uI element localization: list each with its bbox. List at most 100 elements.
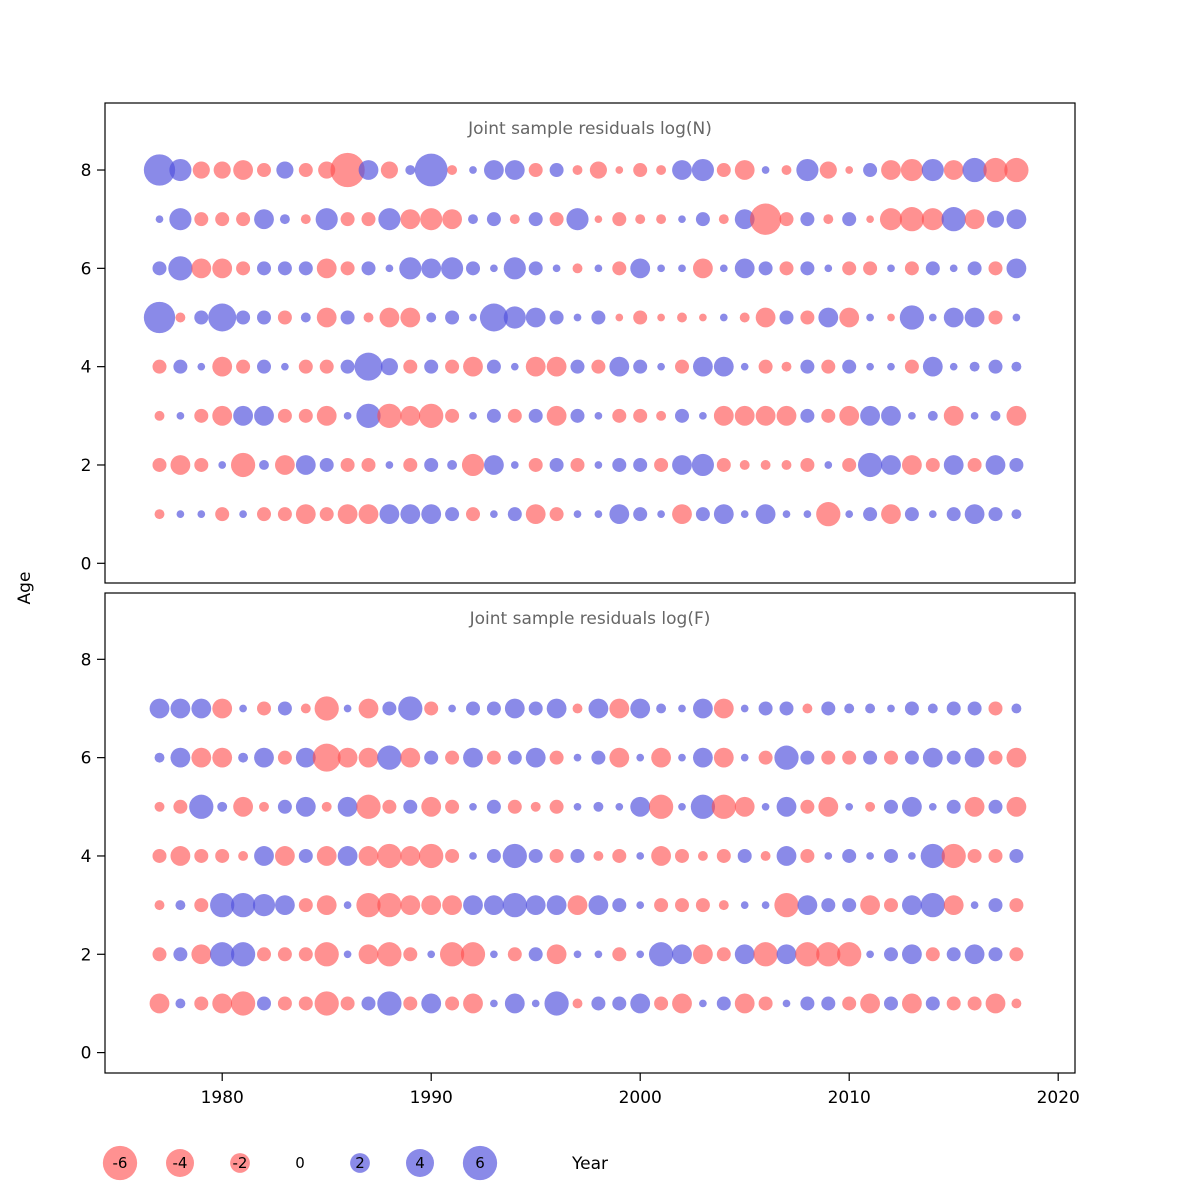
residual-bubble [469,166,477,174]
residual-bubble [927,703,938,714]
residual-bubble [213,161,231,179]
residual-bubble [379,307,400,328]
residual-bubble [461,453,485,477]
residual-bubble [1012,313,1021,322]
residual-bubble [755,307,776,328]
residual-bubble [400,307,421,328]
legend-value-label: 2 [355,1154,365,1172]
legend-positive-bubble [462,1145,498,1181]
residual-bubble [445,359,460,374]
residual-bubble [380,161,398,179]
residual-bubble [194,848,209,863]
residual-bubble [1004,157,1029,183]
residual-bubble [567,895,588,916]
residual-bubble [675,848,689,863]
residual-bubble [510,461,519,469]
y-tick-label: 0 [81,554,92,574]
residual-bubble [718,214,729,225]
residual-bubble [842,359,857,374]
residual-bubble [298,359,313,374]
residual-bubble [821,996,836,1011]
residual-bubble [316,307,337,328]
residual-bubble [463,747,483,768]
residual-bubble [800,457,815,472]
residual-bubble [330,152,365,188]
residual-bubble [734,160,755,180]
residual-bubble [525,356,546,377]
residual-bubble [1006,796,1027,817]
residual-bubble [528,261,543,276]
residual-bubble [486,359,501,374]
residual-bubble [860,993,880,1014]
residual-bubble [753,942,778,967]
y-tick-label: 6 [81,749,92,769]
residual-bubble [337,846,358,866]
residual-bubble [507,408,522,423]
residual-bubble [904,261,919,276]
residual-bubble [252,894,276,917]
residual-bubble [630,258,651,279]
residual-bubble [502,892,527,918]
residual-bubble [591,359,606,374]
residual-bubble [316,846,337,866]
residual-bubble [1009,848,1024,863]
residual-bubble [657,362,665,371]
residual-bubble [315,208,338,231]
residual-bubble [546,944,567,965]
residual-bubble [928,510,937,518]
residual-bubble [925,947,940,962]
residual-bubble [572,263,583,274]
residual-bubble [486,750,501,765]
residual-bubble [377,991,402,1016]
residual-bubble [259,460,269,470]
residual-bubble [633,457,648,472]
residual-bubble [902,993,922,1014]
residual-bubble [377,403,402,428]
residual-bubble [881,455,901,475]
residual-bubble [758,359,773,374]
y-tick-label: 6 [81,259,92,279]
residual-bubble [842,212,857,227]
residual-bubble [800,212,815,227]
residual-bubble [154,752,165,763]
residual-bubble [447,165,458,175]
residual-bubble [236,261,251,276]
legend-negative-bubble [230,1153,250,1173]
residual-bubble [236,310,251,325]
residual-bubble [173,799,188,814]
legend-value-label: -4 [173,1154,188,1172]
residual-bubble [233,405,253,426]
residual-bubble [988,359,1003,374]
residual-bubble [740,510,749,518]
residual-bubble [964,944,985,965]
residual-bubble [298,261,313,276]
residual-bubble [337,504,358,525]
residual-bubble [403,799,418,814]
residual-bubble [803,510,812,518]
residual-bubble [927,410,938,421]
residual-bubble [845,802,854,811]
residual-bubble [208,303,237,332]
residual-bubble [904,359,919,374]
residual-bubble [946,750,961,765]
residual-bubble [356,892,381,918]
residual-bubble [899,207,925,232]
residual-bubble [486,799,501,814]
residual-bubble [419,843,444,869]
residual-bubble [713,504,734,525]
residual-bubble [695,507,710,522]
residual-bubble [719,264,728,273]
residual-bubble [716,457,731,472]
residual-bubble [573,510,582,518]
residual-bubble [277,947,292,962]
residual-bubble [964,747,985,768]
residual-bubble [275,895,295,916]
residual-bubble [866,852,874,860]
x-axis-label: Year [571,1154,608,1174]
residual-bubble [842,261,857,276]
residual-bubble [215,507,230,522]
residual-bubble [691,158,714,182]
residual-bubble [152,261,167,276]
residual-bubble [194,898,209,913]
residual-bubble [612,898,627,913]
